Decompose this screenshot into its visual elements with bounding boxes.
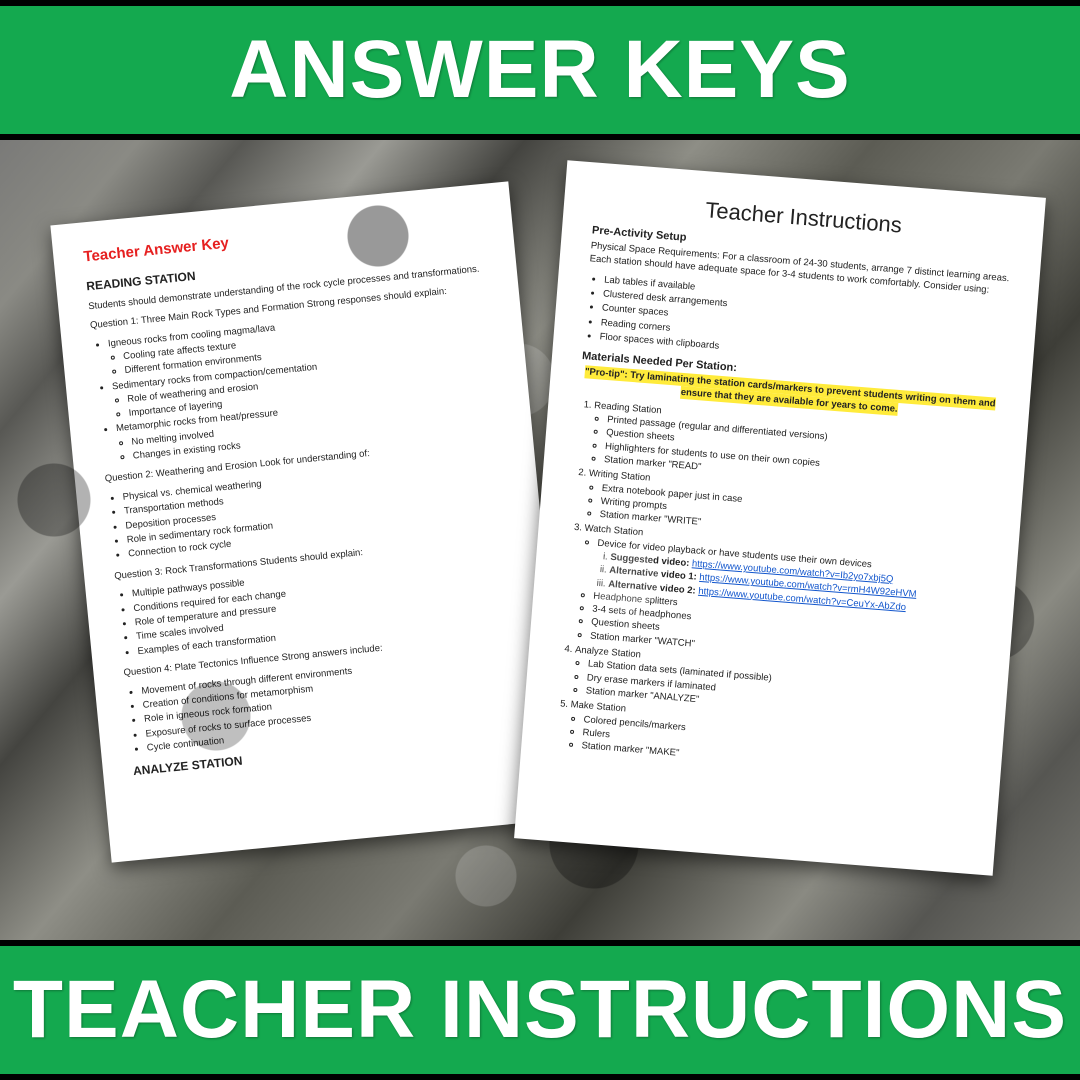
station-reading: Reading Station Printed passage (regular…	[590, 399, 998, 497]
list-item: Station marker "READ"	[604, 453, 994, 497]
list-item: Question sheets	[606, 426, 996, 470]
materials-heading: Materials Needed Per Station:	[582, 350, 1002, 395]
list-item: Time scales involved	[136, 594, 520, 644]
list-item: Multiple pathways possible	[131, 551, 515, 601]
list-item: Station marker "WRITE"	[599, 508, 989, 552]
list-item: Rulers	[582, 726, 972, 770]
pro-tip-text: "Pro-tip": Try laminating the station ca…	[584, 365, 996, 415]
station-label: Reading Station	[594, 400, 662, 416]
video-link[interactable]: https://www.youtube.com/watch?v=Ib2yo7xb…	[692, 558, 894, 585]
list-item: Lab tables if available	[604, 273, 1008, 318]
q4-list: Movement of rocks through different envi…	[141, 648, 530, 755]
stations-list: Reading Station Printed passage (regular…	[567, 399, 998, 783]
q3: Question 3: Rock Transformations Student…	[114, 532, 513, 583]
list-item: Question sheets	[591, 616, 981, 660]
list-item: Reading corners	[600, 316, 1004, 361]
list-item: No melting involved	[131, 400, 501, 449]
q1: Question 1: Three Main Rock Types and Fo…	[90, 282, 489, 333]
instructions-page: Teacher Instructions Pre-Activity Setup …	[514, 160, 1046, 876]
list-item: Role in sedimentary rock formation	[126, 497, 510, 547]
list-item: Metamorphic rocks from heat/pressure	[116, 386, 500, 436]
list-item: Igneous rocks from cooling magma/lava	[107, 300, 491, 350]
list-item: Conditions required for each change	[133, 565, 517, 615]
answer-key-page: Teacher Answer Key READING STATION Stude…	[50, 181, 569, 862]
video-alt1: Alternative video 1: https://www.youtube…	[609, 564, 985, 607]
list-item: Creation of conditions for metamorphism	[142, 662, 526, 712]
list-item: Connection to rock cycle	[128, 511, 512, 561]
space-req: Physical Space Requirements: For a class…	[589, 240, 1010, 298]
list-item: Importance of layering	[128, 372, 498, 421]
list-item: Lab Station data sets (laminated if poss…	[587, 658, 977, 702]
list-item: Dry erase markers if laminated	[586, 671, 976, 715]
top-banner-text: ANSWER KEYS	[229, 23, 851, 117]
video-label: Suggested video:	[610, 552, 690, 569]
device-text: Device for video playback or have studen…	[597, 537, 872, 570]
q3-list: Multiple pathways possible Conditions re…	[131, 551, 520, 658]
list-item: Station marker "ANALYZE"	[585, 684, 975, 728]
video-label: Alternative video 2:	[608, 578, 696, 596]
list-item: Device for video playback or have studen…	[594, 536, 987, 620]
bottom-banner: TEACHER INSTRUCTIONS	[0, 940, 1080, 1080]
list-item: Role of weathering and erosion	[127, 357, 497, 406]
list-item: Writing prompts	[600, 495, 990, 539]
list-item: Role of temperature and pressure	[134, 579, 518, 629]
list-item: Examples of each transformation	[137, 608, 521, 658]
list-item: Extra notebook paper just in case	[601, 481, 991, 525]
list-item: Printed passage (regular and differentia…	[607, 413, 997, 457]
video-link[interactable]: https://www.youtube.com/watch?v=rmH4W92e…	[699, 572, 917, 600]
list-item: Floor spaces with clipboards	[599, 330, 1003, 375]
q2: Question 2: Weathering and Erosion Look …	[104, 435, 503, 486]
top-banner: ANSWER KEYS	[0, 0, 1080, 140]
list-item: Role in igneous rock formation	[144, 676, 528, 726]
list-item: Deposition processes	[125, 483, 509, 533]
list-item: Headphone splitters	[593, 590, 983, 634]
reading-station-title: READING STATION	[86, 241, 486, 293]
station-writing: Writing Station Extra notebook paper jus…	[585, 467, 992, 552]
station-analyze: Analyze Station Lab Station data sets (l…	[571, 643, 978, 728]
list-item: 3-4 sets of headphones	[592, 603, 982, 647]
q2-list: Physical vs. chemical weathering Transpo…	[122, 454, 511, 561]
answer-key-heading: Teacher Answer Key	[83, 210, 483, 265]
station-make: Make Station Colored pencils/markers Rul…	[567, 698, 974, 783]
list-item: Highlighters for students to use on thei…	[605, 440, 995, 484]
list-item: Clustered desk arrangements	[603, 287, 1007, 332]
list-item: Transportation methods	[124, 468, 508, 518]
pro-tip: "Pro-tip": Try laminating the station ca…	[579, 366, 1000, 424]
instructions-title: Teacher Instructions	[593, 188, 1014, 247]
station-watch: Watch Station Device for video playback …	[576, 522, 988, 673]
station-label: Writing Station	[588, 468, 650, 484]
list-item: Counter spaces	[601, 302, 1005, 347]
list-item: Different formation environments	[124, 329, 494, 378]
list-item: Colored pencils/markers	[583, 713, 973, 757]
video-suggested: Suggested video: https://www.youtube.com…	[610, 551, 986, 594]
pre-activity-sub: Pre-Activity Setup	[592, 224, 1012, 269]
list-item: Station marker "WATCH"	[590, 629, 980, 673]
list-item: Cycle continuation	[146, 705, 530, 755]
q4: Question 4: Plate Tectonics Influence St…	[123, 629, 522, 680]
list-item: Exposure of rocks to surface processes	[145, 691, 529, 741]
list-item: Movement of rocks through different envi…	[141, 648, 525, 698]
reading-intro: Students should demonstrate understandin…	[88, 263, 487, 314]
rock-background: Teacher Answer Key READING STATION Stude…	[0, 140, 1080, 940]
video-alt2: Alternative video 2: https://www.youtube…	[608, 577, 984, 620]
analyze-station-title: ANALYZE STATION	[132, 726, 532, 778]
station-label: Make Station	[570, 699, 626, 714]
video-link[interactable]: https://www.youtube.com/watch?v=CeuYx-Ab…	[698, 585, 907, 612]
space-list: Lab tables if available Clustered desk a…	[599, 273, 1007, 375]
list-item: Station marker "MAKE"	[581, 739, 971, 783]
list-item: Cooling rate affects texture	[123, 315, 493, 364]
list-item: Sedimentary rocks from compaction/cement…	[111, 343, 495, 393]
station-label: Watch Station	[584, 523, 643, 539]
station-label: Analyze Station	[575, 644, 642, 660]
list-item: Changes in existing rocks	[132, 414, 502, 463]
video-label: Alternative video 1:	[609, 565, 697, 583]
q1-list: Igneous rocks from cooling magma/lava Co…	[107, 300, 501, 464]
bottom-banner-text: TEACHER INSTRUCTIONS	[13, 963, 1067, 1057]
list-item: Physical vs. chemical weathering	[122, 454, 506, 504]
